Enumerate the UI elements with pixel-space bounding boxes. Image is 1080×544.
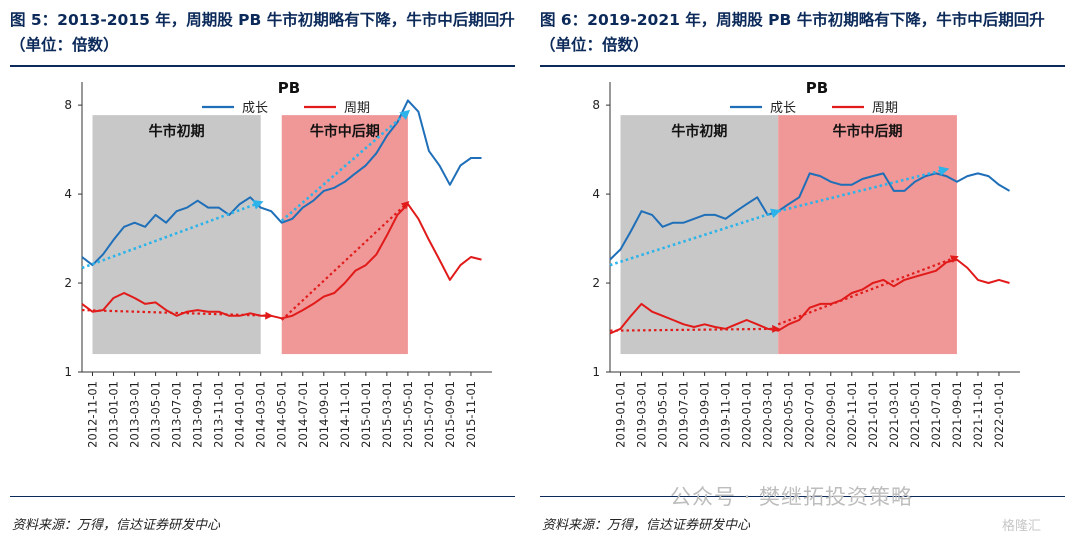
left-title-rule <box>10 65 515 67</box>
left-source-rule <box>10 496 515 497</box>
x-tick-label: 2019-11-01 <box>719 381 733 448</box>
x-tick-label: 2019-01-01 <box>614 381 628 448</box>
right-title-rule <box>540 65 1065 67</box>
y-tick-label: 1 <box>64 365 72 379</box>
x-tick-label: 2014-05-01 <box>275 381 289 448</box>
x-tick-label: 2021-07-01 <box>929 381 943 448</box>
x-tick-label: 2022-01-01 <box>992 381 1006 448</box>
x-tick-label: 2013-09-01 <box>191 381 205 448</box>
x-tick-label: 2014-09-01 <box>317 381 331 448</box>
x-tick-label: 2015-05-01 <box>401 381 415 448</box>
x-tick-label: 2013-03-01 <box>128 381 142 448</box>
x-tick-label: 2021-11-01 <box>971 381 985 448</box>
x-tick-label: 2021-03-01 <box>887 381 901 448</box>
y-tick-label: 4 <box>64 187 72 201</box>
series-line-cyclical <box>609 258 1010 335</box>
legend-label-2: 周期 <box>344 101 370 116</box>
chart-2: 牛市初期 牛市中后期 1 2 4 8 2019-01-01 2019-03-01 2019-05… <box>592 79 1020 448</box>
x-tick-label: 2013-07-01 <box>170 381 184 448</box>
trend-arrow-2 <box>280 200 410 321</box>
chart-1: 牛市初期 牛市中后期 1 2 4 8 2012-11-01 2013-01-01 2013-03… <box>64 79 492 448</box>
right-source-rule <box>540 496 1065 497</box>
x-tick-label: 2015-11-01 <box>464 381 478 448</box>
y-tick-label: 8 <box>64 98 72 112</box>
series-line-cyclical <box>81 203 482 320</box>
phase-label-2: 牛市中后期 <box>310 123 380 140</box>
right-source-note: 资料来源：万得，信达证券研发中心 <box>542 518 751 533</box>
x-tick-label: 2021-09-01 <box>950 381 964 448</box>
x-tick-label: 2020-05-01 <box>782 381 796 448</box>
trend-arrow-1 <box>609 324 781 333</box>
series-line-growth <box>81 99 482 267</box>
legend-label-2: 周期 <box>872 101 898 116</box>
x-tick-label: 2013-11-01 <box>212 381 226 448</box>
y-tick-label: 8 <box>592 98 600 112</box>
phase-region-1 <box>620 115 779 355</box>
x-tick-label: 2020-11-01 <box>845 381 859 448</box>
phase-region-2 <box>778 115 957 355</box>
left-source-note: 资料来源：万得，信达证券研发中心 <box>12 518 221 533</box>
y-tick-label: 2 <box>592 276 600 290</box>
x-tick-label: 2015-07-01 <box>422 381 436 448</box>
watermark-logo: 格隆汇 <box>1002 519 1042 534</box>
x-tick-label: 2014-11-01 <box>338 381 352 448</box>
left-figure-title: 图 5：2013-2015 年，周期股 PB 牛市初期略有下降，牛市中后期回升（… <box>10 11 515 54</box>
trend-arrow-3 <box>609 208 782 267</box>
x-tick-label: 2020-01-01 <box>740 381 754 448</box>
x-tick-label: 2019-07-01 <box>677 381 691 448</box>
phase-label-2: 牛市中后期 <box>833 123 903 140</box>
y-tick-label: 4 <box>592 187 600 201</box>
trend-arrow-2 <box>777 255 959 326</box>
x-tick-label: 2020-03-01 <box>761 381 775 448</box>
x-tick-label: 2013-05-01 <box>149 381 163 448</box>
legend-label-1: 成长 <box>242 101 268 116</box>
x-tick-label: 2021-01-01 <box>866 381 880 448</box>
x-tick-label: 2020-09-01 <box>824 381 838 448</box>
phase-label-1: 牛市初期 <box>149 123 205 140</box>
x-tick-label: 2015-03-01 <box>380 381 394 448</box>
y-tick-label: 1 <box>592 365 600 379</box>
chart-title: PB <box>806 79 828 97</box>
chart-title: PB <box>278 79 300 97</box>
legend-label-1: 成长 <box>770 101 796 116</box>
y-tick-label: 2 <box>64 276 72 290</box>
x-tick-label: 2019-05-01 <box>656 381 670 448</box>
x-tick-label: 2015-01-01 <box>359 381 373 448</box>
x-tick-label: 2021-05-01 <box>908 381 922 448</box>
x-tick-label: 2012-11-01 <box>86 381 100 448</box>
x-tick-label: 2019-09-01 <box>698 381 712 448</box>
x-tick-label: 2020-07-01 <box>803 381 817 448</box>
phase-region-2 <box>281 115 408 355</box>
watermark: 公众号 · 樊继拓投资策略 <box>670 485 914 509</box>
x-tick-label: 2014-01-01 <box>233 381 247 448</box>
x-tick-label: 2015-09-01 <box>443 381 457 448</box>
trend-arrow-4 <box>280 109 411 222</box>
trend-arrow-4 <box>777 166 950 213</box>
x-tick-label: 2013-01-01 <box>107 381 121 448</box>
trend-arrow-3 <box>81 200 264 270</box>
x-tick-label: 2014-03-01 <box>254 381 268 448</box>
x-tick-label: 2014-07-01 <box>296 381 310 448</box>
x-tick-label: 2019-03-01 <box>635 381 649 448</box>
trend-arrow-1 <box>81 308 274 320</box>
phase-label-1: 牛市初期 <box>671 123 727 140</box>
right-figure-title: 图 6：2019-2021 年，周期股 PB 牛市初期略有下降，牛市中后期回升（… <box>540 11 1045 54</box>
